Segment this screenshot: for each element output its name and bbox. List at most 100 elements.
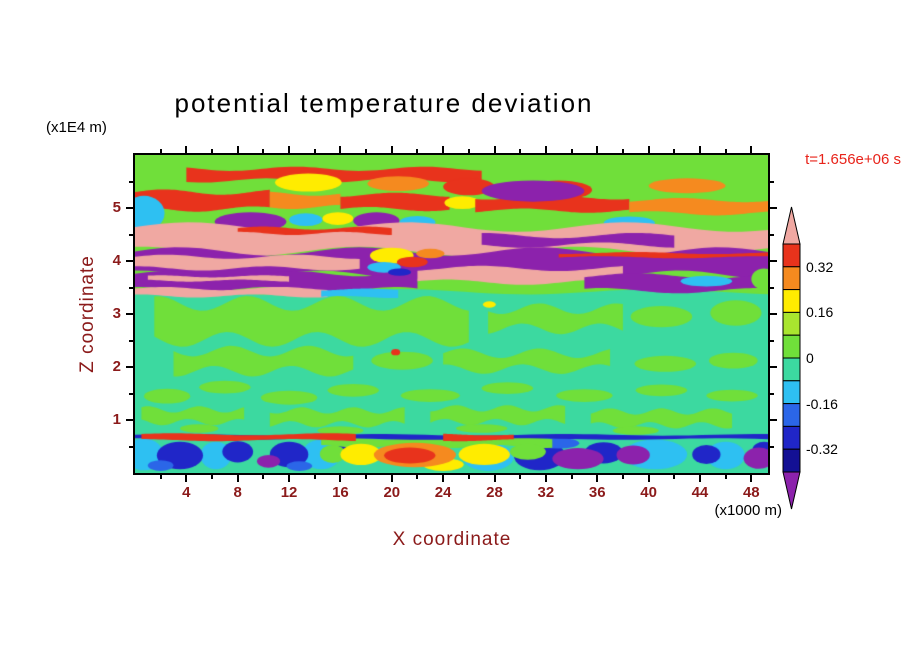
z-minor-tick-right	[770, 180, 774, 183]
x-major-tick-top	[596, 146, 599, 153]
x-tick-label: 28	[486, 484, 503, 501]
x-minor-tick-top	[467, 149, 470, 153]
x-major-tick	[698, 475, 701, 482]
x-major-tick	[185, 475, 188, 482]
colorbar-segment	[782, 266, 801, 291]
colorbar-label: 0	[806, 350, 814, 366]
x-minor-tick-top	[262, 149, 265, 153]
colorbar-segment	[782, 289, 801, 313]
colorbar-label: -0.16	[806, 395, 838, 412]
x-major-tick	[236, 475, 239, 482]
x-minor-tick	[570, 475, 573, 479]
colorbar-segment	[782, 448, 801, 473]
z-major-tick-right	[770, 260, 777, 262]
z-minor-tick	[129, 339, 133, 342]
colorbar-segment	[782, 403, 801, 427]
x-tick-label: 24	[434, 484, 452, 501]
x-minor-tick-top	[621, 149, 624, 153]
x-tick-label: 36	[588, 484, 606, 501]
colorbar-label: 0.16	[806, 304, 834, 321]
x-major-tick-top	[647, 146, 650, 153]
colorbar-over-arrow	[782, 206, 801, 245]
x-major-tick	[288, 475, 291, 482]
x-minor-tick	[416, 475, 419, 479]
x-axis-title: X coordinate	[392, 529, 512, 550]
x-major-tick-top	[493, 146, 496, 153]
x-major-tick	[750, 475, 753, 482]
x-major-tick	[596, 475, 599, 482]
z-major-tick	[126, 207, 133, 209]
x-major-tick-top	[698, 146, 701, 153]
z-axis-unit-label: (x1E4 m)	[46, 119, 107, 136]
z-minor-tick-right	[770, 392, 774, 395]
colorbar-segment	[782, 243, 801, 268]
z-minor-tick	[129, 445, 133, 448]
x-minor-tick-top	[724, 149, 727, 153]
colorbar-segment	[782, 334, 801, 359]
colorbar-segment	[782, 425, 801, 450]
z-minor-tick-right	[770, 445, 774, 448]
x-tick-label: 44	[691, 484, 709, 501]
x-tick-label: 4	[182, 484, 191, 501]
colorbar-segment	[782, 357, 801, 382]
z-major-tick-right	[770, 207, 777, 209]
x-tick-label: 40	[640, 484, 657, 501]
x-minor-tick	[313, 475, 316, 479]
x-major-tick	[390, 475, 393, 482]
x-minor-tick-top	[416, 149, 419, 153]
x-minor-tick	[724, 475, 727, 479]
z-minor-tick-right	[770, 233, 774, 236]
z-major-tick-right	[770, 313, 777, 315]
z-tick-label: 1	[112, 411, 121, 428]
z-major-tick	[126, 313, 133, 315]
x-minor-tick	[519, 475, 522, 479]
z-minor-tick	[129, 233, 133, 236]
x-major-tick	[493, 475, 496, 482]
plot-title: potential temperature deviation	[174, 88, 594, 118]
x-minor-tick	[621, 475, 624, 479]
x-tick-label: 12	[280, 484, 298, 501]
z-minor-tick-right	[770, 339, 774, 342]
x-minor-tick-top	[313, 149, 316, 153]
time-annotation: t=1.656e+06 s	[805, 151, 901, 168]
x-major-tick	[442, 475, 445, 482]
x-minor-tick	[159, 475, 162, 479]
x-tick-label: 8	[233, 484, 242, 501]
x-major-tick-top	[288, 146, 291, 153]
x-major-tick-top	[390, 146, 393, 153]
colorbar-segment	[782, 380, 801, 405]
x-major-tick-top	[544, 146, 547, 153]
x-minor-tick-top	[211, 149, 214, 153]
x-major-tick	[544, 475, 547, 482]
x-major-tick-top	[236, 146, 239, 153]
z-minor-tick	[129, 286, 133, 289]
z-major-tick-right	[770, 419, 777, 421]
contour-field-canvas	[135, 155, 768, 473]
colorbar-label: 0.32	[806, 258, 834, 275]
x-major-tick	[647, 475, 650, 482]
z-minor-tick-right	[770, 286, 774, 289]
z-major-tick-right	[770, 366, 777, 368]
z-major-tick	[126, 366, 133, 368]
x-minor-tick-top	[673, 149, 676, 153]
x-major-tick	[339, 475, 342, 482]
z-axis-title: Z coordinate	[77, 255, 98, 373]
x-minor-tick-top	[159, 149, 162, 153]
x-minor-tick	[365, 475, 368, 479]
x-minor-tick	[211, 475, 214, 479]
z-minor-tick	[129, 180, 133, 183]
x-major-tick-top	[185, 146, 188, 153]
z-major-tick	[126, 260, 133, 262]
colorbar-label: -0.32	[806, 441, 838, 458]
colorbar	[782, 206, 801, 510]
x-axis-unit-label: (x1000 m)	[714, 502, 782, 519]
colorbar-under-arrow	[782, 471, 801, 510]
x-tick-label: 32	[537, 484, 555, 501]
z-minor-tick	[129, 392, 133, 395]
x-minor-tick-top	[570, 149, 573, 153]
x-major-tick-top	[750, 146, 753, 153]
x-tick-label: 20	[383, 484, 401, 501]
x-minor-tick	[673, 475, 676, 479]
z-major-tick	[126, 419, 133, 421]
x-minor-tick-top	[519, 149, 522, 153]
